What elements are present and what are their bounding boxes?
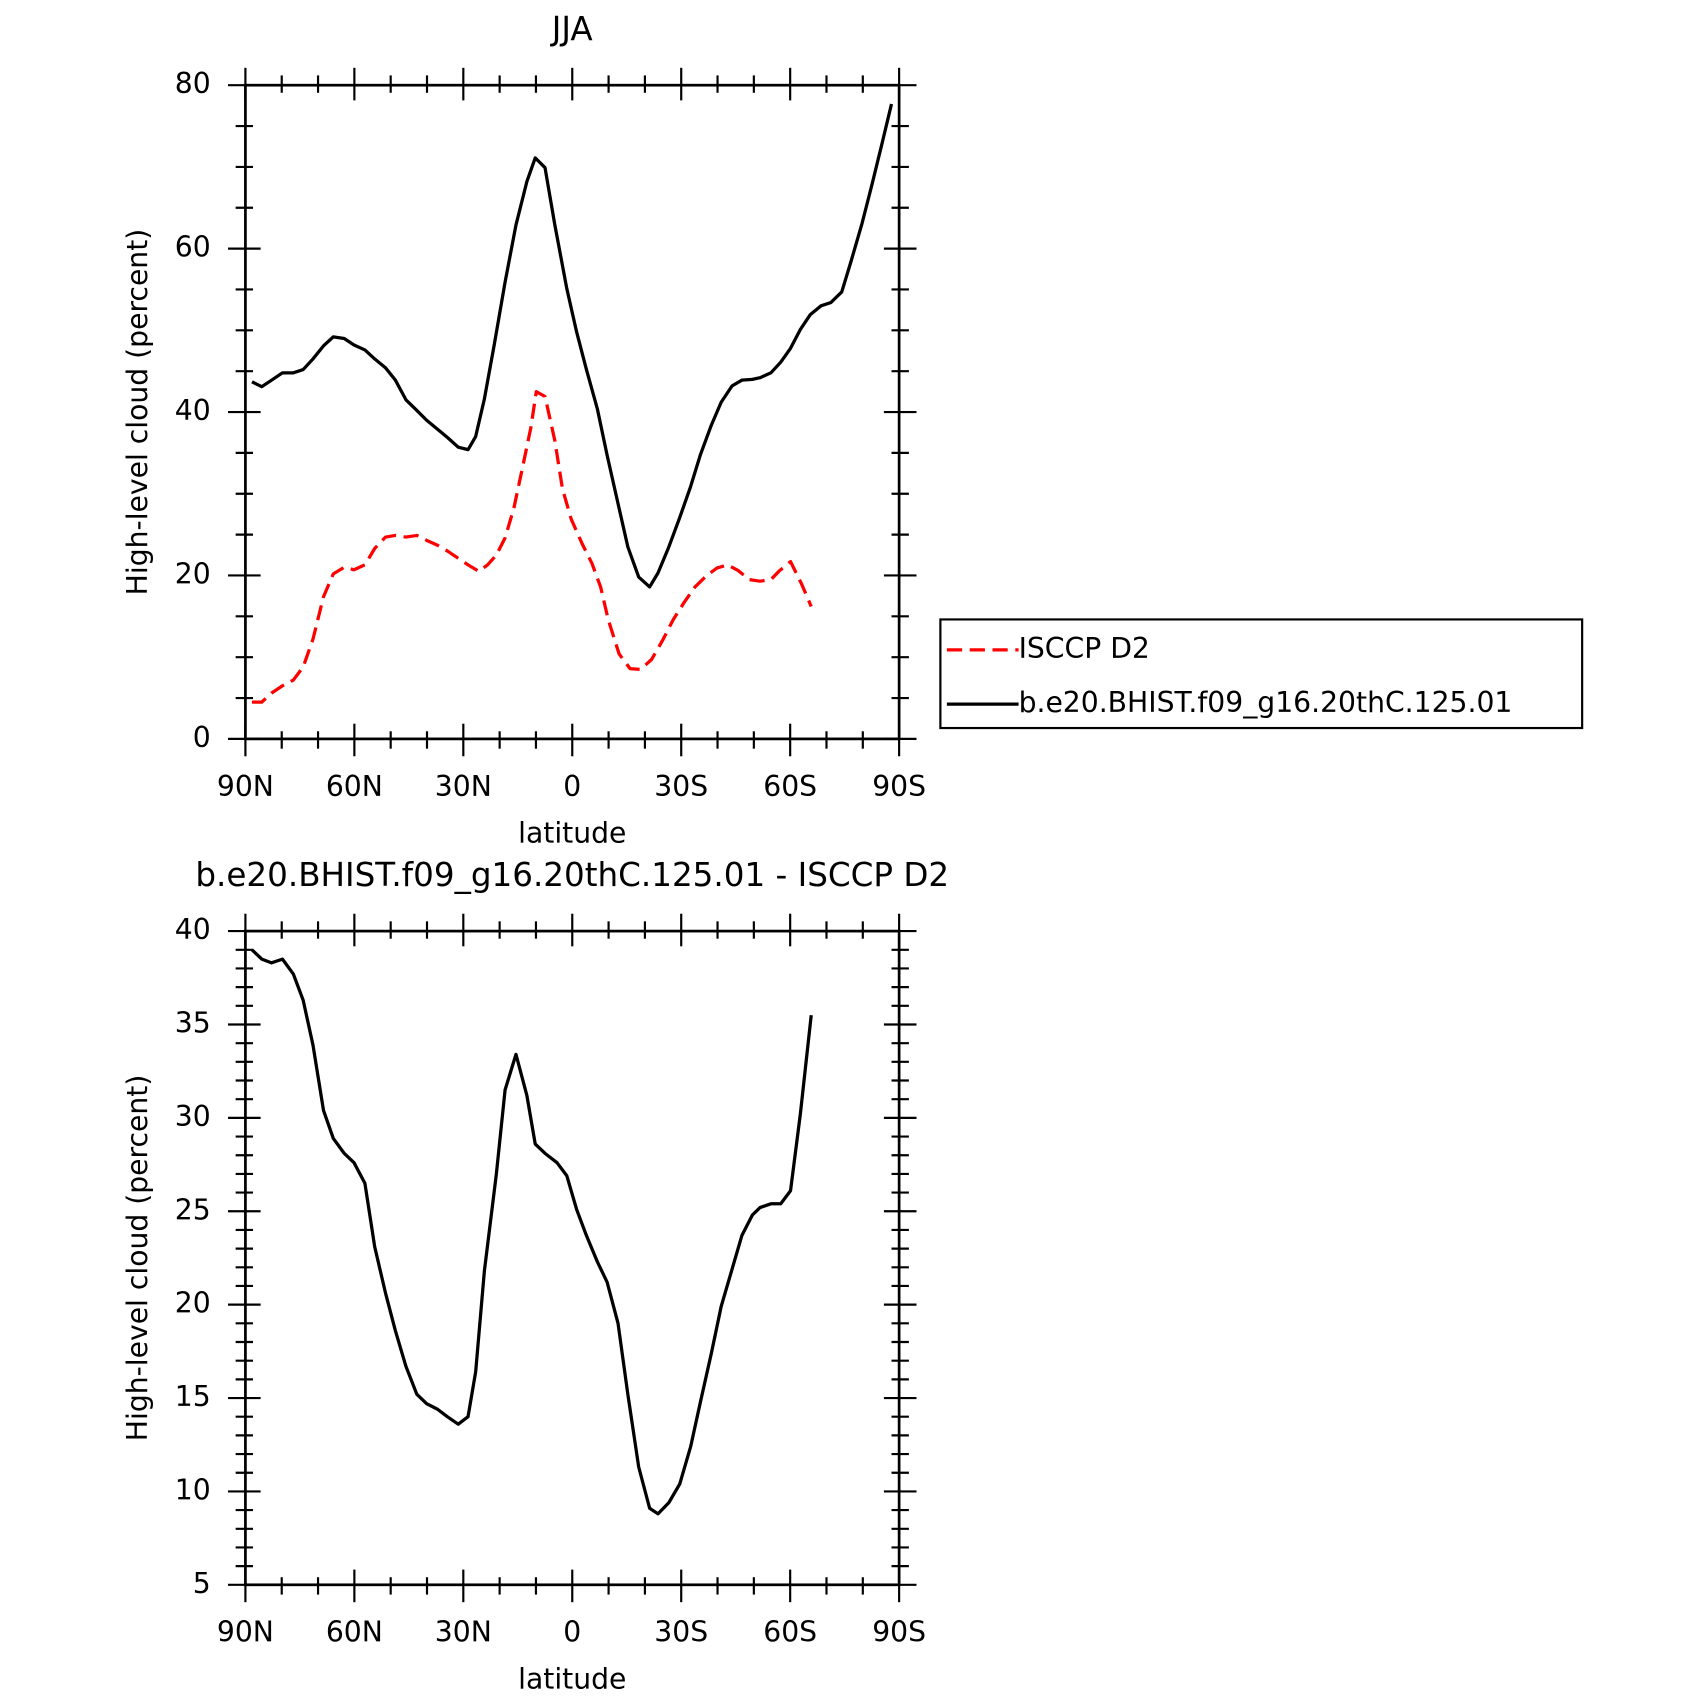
y-tick-label: 5 (193, 1567, 211, 1600)
x-tick-label: 60N (326, 1616, 383, 1649)
x-tick-label: 60S (763, 770, 817, 803)
data-line (251, 103, 894, 589)
x-tick-label: 60N (326, 770, 383, 803)
y-tick-label: 10 (175, 1473, 211, 1506)
plot-frame (244, 929, 901, 1587)
x-axis-label: latitude (518, 816, 626, 849)
plot-frame (244, 83, 901, 741)
chart-title: b.e20.BHIST.f09_g16.20thC.125.01 - ISCCP… (195, 856, 949, 894)
legend-box (939, 618, 1584, 730)
y-tick-label: 40 (175, 913, 211, 946)
y-tick-label: 40 (175, 394, 211, 427)
legend-label: b.e20.BHIST.f09_g16.20thC.125.01 (1019, 686, 1513, 719)
x-tick-label: 0 (563, 770, 581, 803)
x-tick-label: 30N (435, 770, 492, 803)
data-line (250, 948, 813, 1516)
y-tick-label: 35 (175, 1006, 211, 1039)
chart-title: JJA (550, 10, 593, 48)
x-tick-label: 90N (217, 770, 274, 803)
x-tick-label: 0 (563, 1616, 581, 1649)
x-tick-label: 90N (217, 1616, 274, 1649)
x-tick-label: 60S (763, 1616, 817, 1649)
y-tick-label: 25 (175, 1193, 211, 1226)
x-tick-label: 30N (435, 1616, 492, 1649)
y-axis-label: High-level cloud (percent) (121, 1075, 154, 1442)
y-tick-label: 60 (175, 231, 211, 264)
x-tick-label: 30S (654, 770, 708, 803)
x-tick-label: 30S (654, 1616, 708, 1649)
y-axis-label: High-level cloud (percent) (121, 229, 154, 596)
data-line (251, 389, 813, 704)
x-tick-label: 90S (872, 1616, 926, 1649)
y-tick-label: 30 (175, 1100, 211, 1133)
y-tick-label: 20 (175, 1287, 211, 1320)
y-tick-label: 80 (175, 67, 211, 100)
x-axis-label: latitude (518, 1662, 626, 1695)
y-tick-label: 20 (175, 557, 211, 590)
y-tick-label: 15 (175, 1380, 211, 1413)
x-tick-label: 90S (872, 770, 926, 803)
y-tick-label: 0 (193, 721, 211, 754)
legend-label: ISCCP D2 (1019, 632, 1150, 665)
